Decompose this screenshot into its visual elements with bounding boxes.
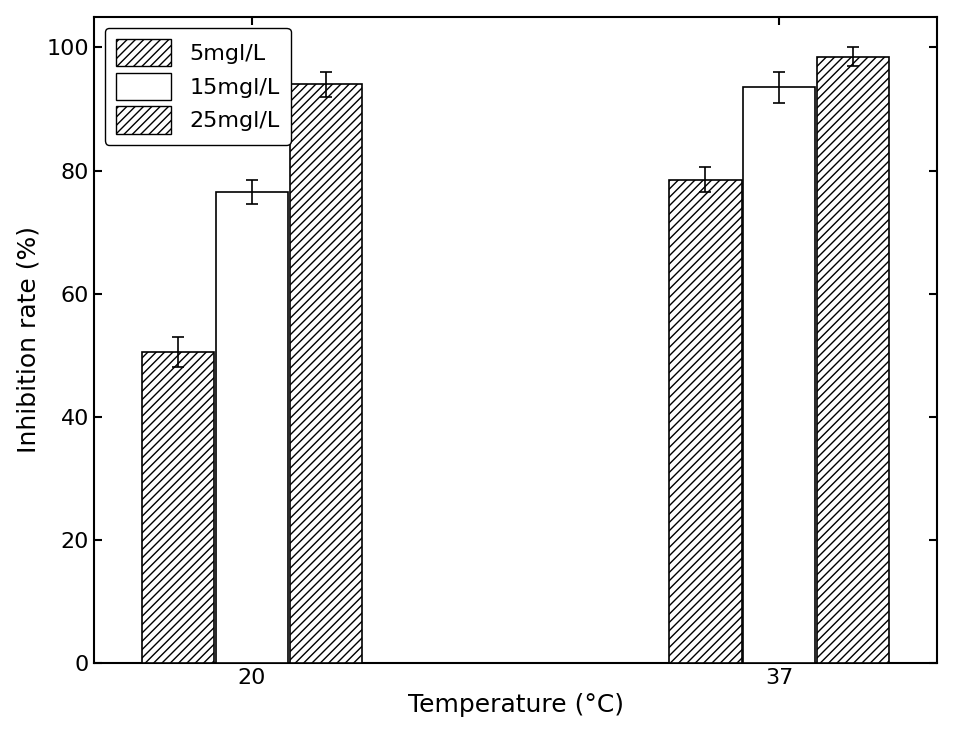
X-axis label: Temperature (°C): Temperature (°C) [407,694,623,717]
Bar [142,352,214,663]
Y-axis label: Inhibition rate (%): Inhibition rate (%) [16,226,41,454]
Legend: 5mgl/L, 15mgl/L, 25mgl/L: 5mgl/L, 15mgl/L, 25mgl/L [105,28,291,145]
Bar [289,84,361,663]
Bar [668,180,740,663]
Bar [816,57,888,663]
Bar [215,192,288,663]
Bar [742,87,815,663]
